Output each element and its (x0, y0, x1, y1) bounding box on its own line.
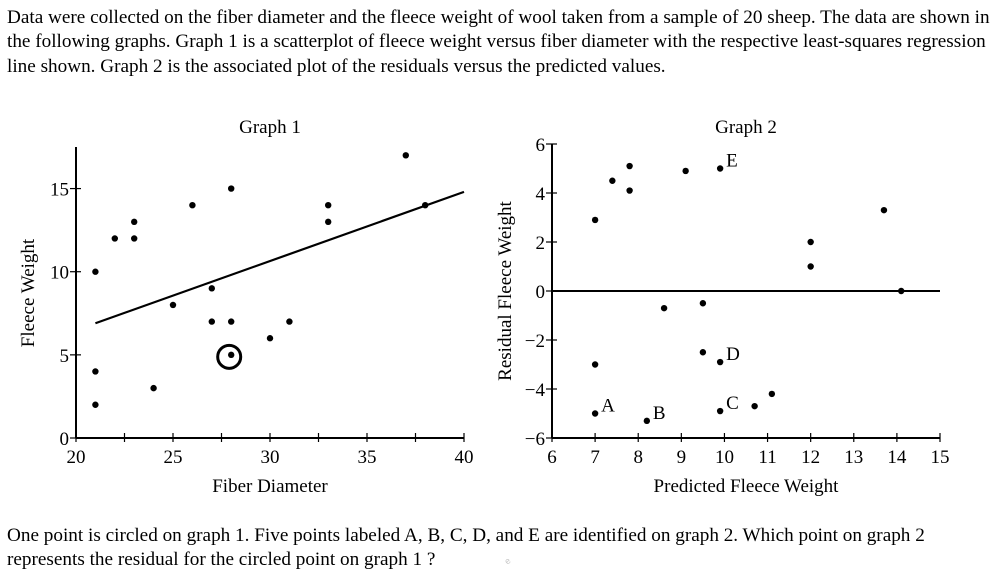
y-tick-label: 15 (50, 180, 69, 201)
graph-1-axes: 20 25 30 35 40 0 5 10 15 (50, 147, 474, 468)
x-tick-label: 6 (547, 447, 557, 468)
graph-1-y-axis-label: Fleece Weight (18, 238, 39, 347)
data-point (131, 218, 138, 226)
graph-2-title: Graph 2 (715, 117, 777, 138)
data-point (228, 185, 235, 192)
data-point (626, 162, 633, 170)
data-point (189, 202, 196, 209)
point-label-c: C (726, 393, 739, 414)
graph-2-x-axis-label: Predicted Fleece Weight (654, 476, 840, 497)
data-point (325, 218, 332, 226)
data-point-c (716, 407, 724, 415)
data-point (286, 318, 293, 325)
data-point-b (643, 417, 651, 425)
intro-paragraph: Data were collected on the fiber diamete… (7, 7, 994, 77)
x-tick-label: 7 (590, 447, 600, 468)
data-point (150, 384, 157, 392)
data-point-e (716, 165, 724, 172)
y-tick-label: 4 (536, 184, 546, 205)
data-point (898, 287, 905, 295)
y-tick-label: 2 (536, 233, 546, 254)
least-squares-line (95, 190, 465, 325)
y-tick-label: −4 (525, 380, 546, 401)
data-point-a (591, 410, 599, 417)
data-point (111, 235, 119, 242)
data-point (402, 152, 409, 159)
x-tick-label: 20 (67, 447, 86, 468)
y-tick-label: 10 (50, 263, 69, 284)
y-tick-label: −6 (525, 429, 545, 450)
data-point (169, 301, 177, 309)
data-point (228, 351, 235, 359)
data-point (591, 216, 599, 224)
data-point (626, 187, 633, 194)
regression-line (95, 190, 465, 325)
x-tick-label: 25 (164, 447, 183, 468)
graph-1-title: Graph 1 (239, 117, 301, 138)
graph-2-points: E D A B C (591, 151, 905, 425)
x-tick-label: 10 (715, 447, 734, 468)
y-tick-label: 6 (536, 135, 546, 156)
graph-1-points (92, 152, 429, 408)
data-point (92, 268, 99, 275)
question-paragraph: One point is circled on graph 1. Five po… (7, 525, 930, 571)
y-tick-label: 0 (60, 429, 70, 450)
y-tick-label: −2 (525, 331, 545, 352)
data-point (768, 390, 776, 398)
data-point (699, 300, 707, 307)
x-tick-label: 9 (677, 447, 687, 468)
data-point (807, 263, 814, 270)
point-label-d: D (726, 344, 740, 365)
data-point (92, 401, 99, 408)
x-tick-label: 14 (887, 447, 907, 468)
data-point (131, 235, 138, 242)
y-tick-label: 0 (536, 282, 546, 303)
data-point (266, 335, 274, 342)
x-tick-label: 40 (455, 447, 474, 468)
graph-2-y-axis-label: Residual Fleece Weight (495, 200, 516, 380)
data-point (880, 206, 888, 214)
data-point (591, 361, 599, 368)
data-point (208, 285, 215, 292)
point-label-a: A (601, 396, 615, 417)
x-tick-label: 12 (801, 447, 820, 468)
data-point (609, 177, 616, 184)
y-tick-label: 5 (60, 346, 70, 367)
data-point (699, 349, 707, 356)
data-point (208, 318, 215, 325)
data-point (325, 202, 332, 209)
point-label-b: B (653, 403, 666, 424)
circled-point-marker (216, 343, 243, 370)
x-tick-label: 11 (758, 447, 776, 468)
data-point (92, 368, 99, 375)
data-point (228, 318, 235, 325)
data-point (751, 402, 758, 410)
x-tick-label: 30 (261, 447, 280, 468)
graph-2: Graph 2 6 7 8 9 10 11 12 13 14 15 −6 −4 −2 0 2 4 6 E D A B C… (495, 117, 950, 497)
data-point (807, 238, 814, 246)
data-point (660, 304, 668, 312)
point-label-e: E (726, 151, 738, 172)
data-point-d (716, 358, 724, 366)
x-tick-label: 13 (844, 447, 863, 468)
x-tick-label: 8 (633, 447, 643, 468)
graph-2-axes: 6 7 8 9 10 11 12 13 14 15 −6 −4 −2 0 2 4 6 (525, 135, 950, 468)
data-point (422, 202, 429, 209)
graph-1-x-axis-label: Fiber Diameter (212, 476, 328, 497)
data-point (682, 167, 689, 175)
x-tick-label: 35 (358, 447, 377, 468)
x-tick-label: 15 (931, 447, 950, 468)
